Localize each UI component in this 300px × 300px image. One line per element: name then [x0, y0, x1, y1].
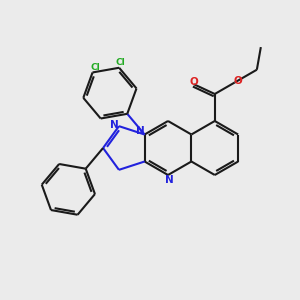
Text: Cl: Cl [115, 58, 125, 67]
Text: N: N [110, 120, 118, 130]
Text: Cl: Cl [91, 63, 100, 72]
Text: O: O [233, 76, 242, 85]
Text: O: O [190, 77, 198, 87]
Text: N: N [136, 125, 145, 136]
Text: N: N [165, 175, 173, 185]
